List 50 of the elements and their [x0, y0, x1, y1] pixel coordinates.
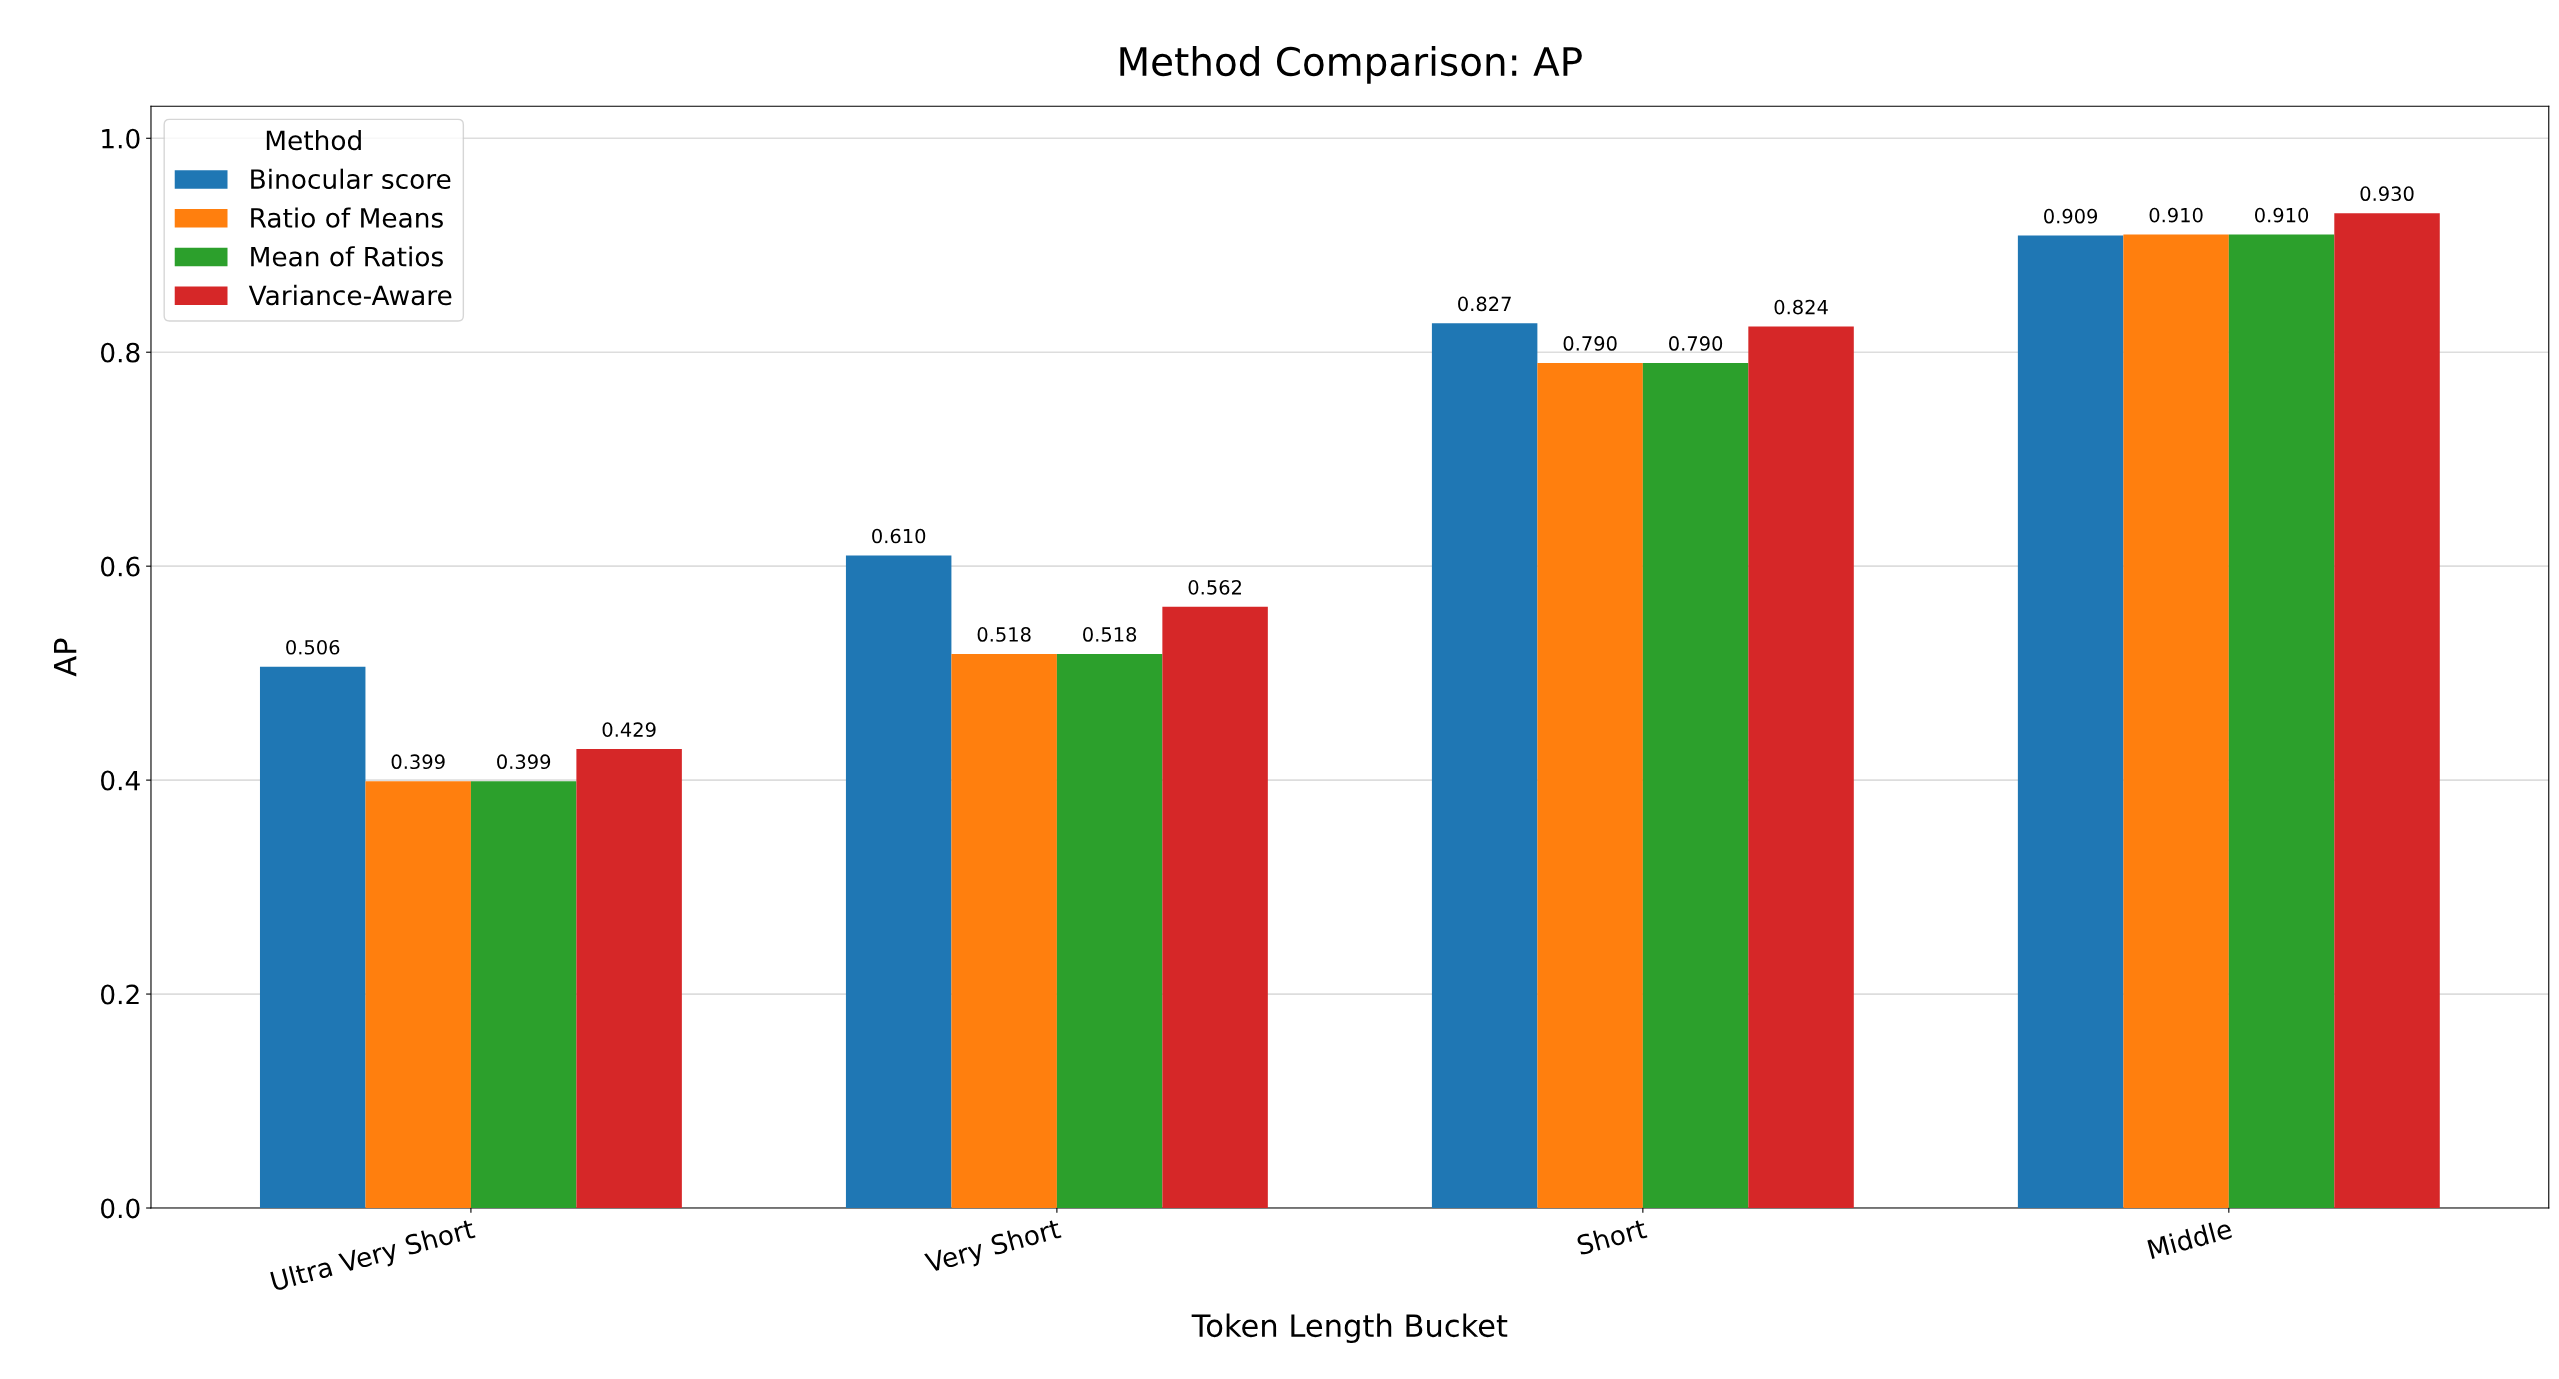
data-label: 0.824 — [1774, 299, 1828, 315]
bar — [576, 749, 682, 1208]
bar — [1748, 326, 1854, 1208]
x-axis-title: Token Length Bucket — [1191, 1313, 1508, 1344]
y-tick-label: 0.0 — [101, 1198, 140, 1219]
legend-title: Method — [266, 129, 361, 151]
bar — [2228, 234, 2335, 1208]
bar — [1537, 362, 1643, 1208]
data-label: 0.506 — [286, 639, 340, 655]
bar — [2123, 234, 2229, 1208]
data-label: 0.518 — [977, 627, 1031, 642]
x-tick-label: Very Short — [923, 1217, 1063, 1279]
bar — [845, 555, 952, 1208]
y-tick-label: 0.8 — [101, 342, 140, 363]
bar — [951, 653, 1057, 1208]
data-label: 0.399 — [497, 754, 551, 770]
data-label: 0.399 — [391, 754, 445, 770]
bar — [1642, 362, 1749, 1208]
data-label: 0.827 — [1458, 296, 1511, 312]
legend-label: Mean of Ratios — [251, 246, 443, 267]
legend-label: Binocular score — [251, 168, 451, 190]
bar — [365, 781, 471, 1208]
bar — [2017, 235, 2124, 1208]
x-tick-label: Middle — [2147, 1218, 2233, 1260]
legend-label: Variance-Aware — [248, 284, 452, 306]
y-tick-label: 0.2 — [101, 984, 139, 1005]
data-label: 0.930 — [2360, 186, 2414, 202]
bar — [1056, 653, 1163, 1208]
x-tick-label: Ultra Very Short — [269, 1217, 477, 1297]
data-label: 0.910 — [2149, 207, 2203, 223]
y-tick-label: 1.0 — [102, 128, 140, 149]
data-label: 0.910 — [2255, 207, 2309, 223]
bar — [259, 666, 366, 1208]
chart-title: Method Comparison: AP — [1120, 46, 1582, 84]
data-label: 0.790 — [1669, 336, 1723, 351]
data-label: 0.610 — [872, 528, 926, 544]
legend-label: Ratio of Means — [251, 207, 443, 228]
bar — [1162, 606, 1268, 1208]
y-tick-label: 0.4 — [101, 770, 140, 791]
y-axis-title: AP — [53, 638, 77, 677]
data-label: 0.909 — [2044, 208, 2098, 224]
data-label: 0.790 — [1563, 336, 1617, 351]
y-tick-label: 0.6 — [101, 556, 140, 577]
x-tick-label: Short — [1576, 1217, 1648, 1256]
bar — [470, 781, 577, 1208]
data-label: 0.518 — [1083, 627, 1137, 642]
bar — [2334, 213, 2440, 1208]
data-label: 0.562 — [1188, 580, 1241, 595]
bar — [1431, 323, 1538, 1208]
data-label: 0.429 — [602, 722, 656, 737]
